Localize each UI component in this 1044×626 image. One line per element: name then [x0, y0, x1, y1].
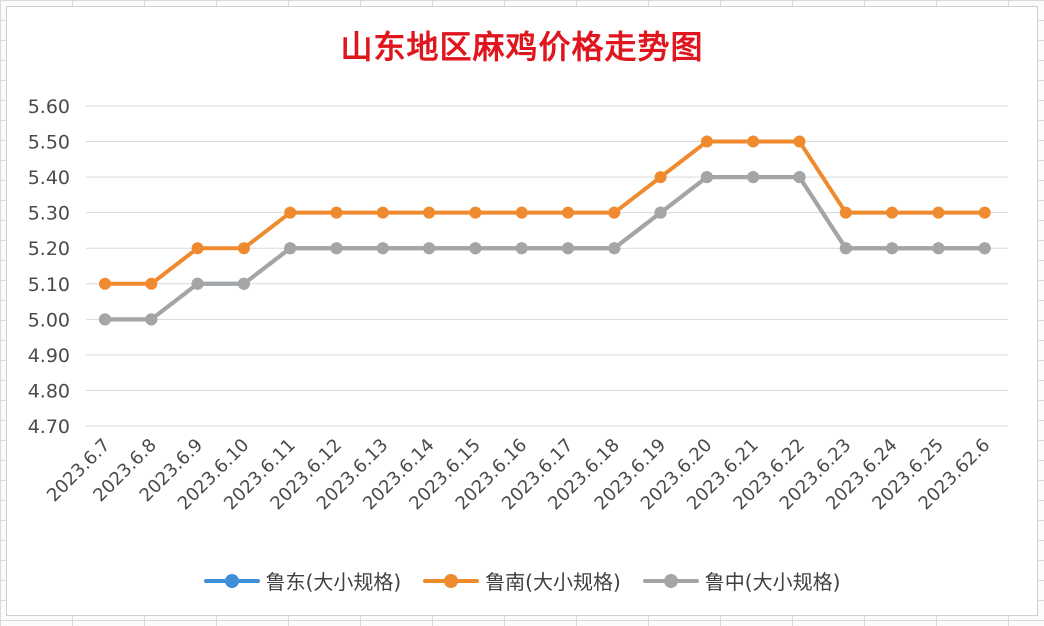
data-point [978, 242, 991, 255]
data-point [376, 242, 389, 255]
data-point [515, 242, 528, 255]
chart-legend: 鲁东(大小规格) 鲁南(大小规格) 鲁中(大小规格) [0, 566, 1044, 595]
legend-swatch-luzhong [642, 573, 699, 588]
data-point [423, 242, 436, 255]
legend-label-ludong: 鲁东(大小规格) [265, 570, 402, 594]
y-tick-label: 5.20 [28, 238, 70, 260]
data-point [469, 242, 482, 255]
series-line-1 [105, 139, 985, 286]
y-tick-label: 4.80 [28, 380, 70, 402]
data-point [515, 206, 528, 219]
y-tick-label: 5.00 [28, 309, 70, 331]
data-point [330, 242, 343, 255]
legend-label-lunan: 鲁南(大小规格) [485, 570, 621, 594]
data-point [886, 242, 899, 255]
y-tick-label: 5.30 [28, 203, 70, 225]
y-tick-label: 4.70 [28, 416, 70, 438]
y-tick-label: 5.60 [28, 96, 70, 118]
data-point [423, 206, 436, 219]
data-point [793, 171, 806, 184]
data-point [191, 277, 204, 290]
legend-item-lunan[interactable]: 鲁南(大小规格) [423, 566, 621, 595]
data-point [886, 206, 899, 219]
data-point [747, 171, 760, 184]
data-point [793, 135, 806, 148]
y-tick-label: 5.40 [28, 167, 70, 189]
data-point [145, 277, 158, 290]
chart-area[interactable] [6, 6, 1038, 616]
data-point [932, 206, 945, 219]
data-point [700, 171, 713, 184]
chart-title: 山东地区麻鸡价格走势图 [340, 28, 704, 66]
data-point [932, 242, 945, 255]
legend-swatch-lunan [423, 573, 480, 588]
data-point [99, 277, 111, 290]
data-point [469, 206, 482, 219]
legend-item-ludong[interactable]: 鲁东(大小规格) [203, 566, 402, 595]
data-point [562, 242, 574, 255]
data-point [608, 242, 621, 255]
series-line-2 [105, 175, 985, 322]
legend-swatch-ludong [203, 573, 260, 588]
data-point [978, 206, 991, 219]
y-tick-label: 5.10 [28, 274, 70, 296]
data-point [99, 313, 111, 326]
y-tick-label: 5.50 [28, 132, 70, 154]
data-point [608, 206, 621, 219]
data-point [237, 242, 250, 255]
data-point [284, 206, 297, 219]
data-point [284, 242, 297, 255]
data-point [562, 206, 574, 219]
data-point [839, 242, 852, 255]
legend-item-luzhong[interactable]: 鲁中(大小规格) [642, 566, 841, 595]
data-point [654, 206, 667, 219]
data-point [747, 135, 760, 148]
data-point [145, 313, 158, 326]
data-point [191, 242, 204, 255]
legend-label-luzhong: 鲁中(大小规格) [704, 570, 841, 594]
data-point [654, 171, 667, 184]
data-point [330, 206, 343, 219]
data-point [376, 206, 389, 219]
y-tick-label: 4.90 [28, 345, 70, 367]
data-point [237, 277, 250, 290]
data-point [700, 135, 713, 148]
data-point [839, 206, 852, 219]
